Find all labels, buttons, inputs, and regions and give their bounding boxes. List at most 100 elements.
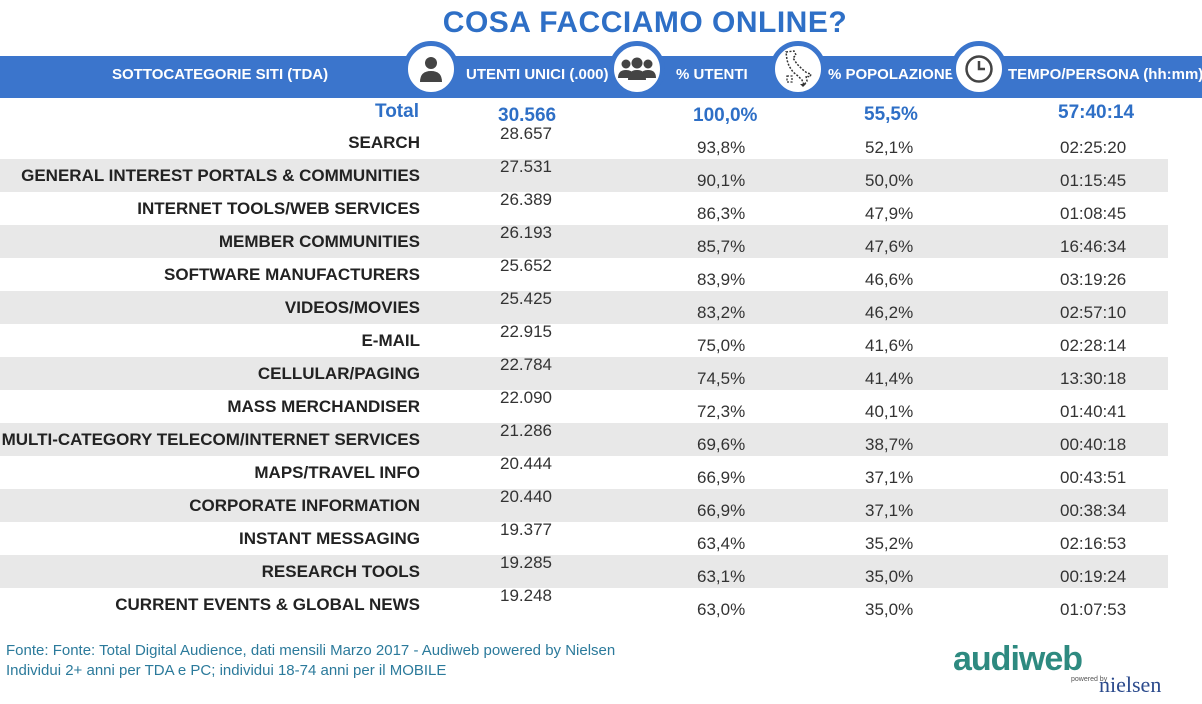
row-users: 28.657 — [500, 124, 552, 143]
row-category: INTERNET TOOLS/WEB SERVICES — [137, 199, 420, 218]
table-row: SEARCH 28.657 93,8% 52,1% 02:25:20 — [0, 124, 1202, 159]
row-category: MULTI-CATEGORY TELECOM/INTERNET SERVICES — [1, 430, 420, 449]
row-category: E-MAIL — [361, 331, 420, 350]
row-time: 01:08:45 — [1060, 204, 1127, 223]
row-shade — [0, 357, 1168, 390]
row-users: 20.440 — [500, 487, 552, 506]
row-users: 25.425 — [500, 289, 552, 308]
row-pct-population: 41,6% — [865, 336, 914, 355]
row-pct-population: 40,1% — [865, 402, 914, 421]
row-pct-population: 52,1% — [865, 138, 914, 157]
row-users: 19.377 — [500, 520, 552, 539]
table-row: CURRENT EVENTS & GLOBAL NEWS 19.248 63,0% 3… — [0, 586, 1202, 621]
row-category: SOFTWARE MANUFACTURERS — [164, 265, 420, 284]
row-time: 01:40:41 — [1060, 402, 1127, 421]
row-pct-users: 72,3% — [697, 402, 746, 421]
row-pct-population: 35,2% — [865, 534, 914, 553]
row-time: 00:19:24 — [1060, 567, 1127, 586]
table-row: RESEARCH TOOLS 19.285 63,1% 35,0% 00:19:24 — [0, 553, 1202, 588]
row-time: 01:07:53 — [1060, 600, 1127, 619]
row-shade — [0, 423, 1168, 456]
row-users: 22.090 — [500, 388, 552, 407]
total-pct-population: 55,5% — [864, 104, 918, 125]
row-pct-users: 93,8% — [697, 138, 746, 157]
total-label: Total — [375, 101, 419, 122]
row-pct-population: 47,6% — [865, 237, 914, 256]
row-users: 22.784 — [500, 355, 552, 374]
table-row: E-MAIL 22.915 75,0% 41,6% 02:28:14 — [0, 322, 1202, 357]
source-note: Fonte: Fonte: Total Digital Audience, da… — [6, 641, 615, 681]
group-icon — [609, 41, 665, 97]
row-users: 21.286 — [500, 421, 552, 440]
nielsen-wordmark: nielsen — [1099, 672, 1162, 697]
row-time: 03:19:26 — [1060, 270, 1127, 289]
total-users: 30.566 — [498, 105, 557, 126]
table-row: MASS MERCHANDISER 22.090 72,3% 40,1% 01:40:4… — [0, 388, 1202, 423]
table-row: VIDEOS/MOVIES 25.425 83,2% 46,2% 02:57:10 — [0, 289, 1202, 324]
row-pct-population: 35,0% — [865, 600, 914, 619]
row-time: 00:38:34 — [1060, 501, 1127, 520]
row-time: 13:30:18 — [1060, 369, 1127, 388]
row-users: 22.915 — [500, 322, 552, 341]
header-time-per-person: TEMPO/PERSONA (hh:mm) — [1008, 66, 1202, 83]
table-row: MAPS/TRAVEL INFO 20.444 66,9% 37,1% 00:43:51 — [0, 454, 1202, 489]
header-pct-population: % POPOLAZIONE — [828, 66, 955, 83]
powered-by-text: powered by — [1071, 676, 1108, 683]
row-category: CORPORATE INFORMATION — [189, 496, 420, 515]
row-users: 26.193 — [500, 223, 552, 242]
row-category: MEMBER COMMUNITIES — [218, 232, 420, 251]
total-row: Total 30.566 100,0% 55,5% 57:40:14 — [0, 99, 1202, 126]
row-time: 02:57:10 — [1060, 303, 1127, 322]
row-users: 19.248 — [500, 586, 552, 605]
row-pct-population: 38,7% — [865, 435, 914, 454]
row-category: CELLULAR/PAGING — [257, 364, 420, 383]
source-line-2: Individui 2+ anni per TDA e PC; individu… — [6, 662, 447, 679]
row-category: GENERAL INTEREST PORTALS & COMMUNITIES — [21, 166, 420, 185]
row-time: 00:40:18 — [1060, 435, 1127, 454]
row-pct-users: 63,0% — [697, 600, 746, 619]
row-shade — [0, 555, 1168, 588]
table-row: SOFTWARE MANUFACTURERS 25.652 83,9% 46,6% 03… — [0, 256, 1202, 291]
row-category: RESEARCH TOOLS — [261, 562, 420, 581]
row-category: CURRENT EVENTS & GLOBAL NEWS — [115, 595, 420, 614]
row-time: 00:43:51 — [1060, 468, 1127, 487]
row-users: 26.389 — [500, 190, 552, 209]
row-pct-population: 37,1% — [865, 501, 914, 520]
table-row: GENERAL INTEREST PORTALS & COMMUNITIES 27… — [0, 157, 1202, 192]
row-pct-users: 69,6% — [697, 435, 746, 454]
row-time: 01:15:45 — [1060, 171, 1127, 190]
header-pct-users: % UTENTI — [676, 66, 748, 83]
header-unique-users: UTENTI UNICI (.000) — [466, 66, 609, 83]
row-pct-users: 75,0% — [697, 336, 746, 355]
row-pct-users: 83,9% — [697, 270, 746, 289]
table-row: INTERNET TOOLS/WEB SERVICES 26.389 86,3% 47… — [0, 190, 1202, 225]
row-users: 27.531 — [500, 157, 552, 176]
row-pct-users: 90,1% — [697, 171, 746, 190]
header-category: SOTTOCATEGORIE SITI (TDA) — [112, 66, 329, 83]
row-pct-population: 41,4% — [865, 369, 914, 388]
row-pct-users: 63,4% — [697, 534, 746, 553]
row-category: SEARCH — [348, 133, 420, 152]
row-users: 20.444 — [500, 454, 552, 473]
row-time: 16:46:34 — [1060, 237, 1127, 256]
row-time: 02:16:53 — [1060, 534, 1127, 553]
table-row: MULTI-CATEGORY TELECOM/INTERNET SERVICES… — [0, 421, 1202, 456]
table-row: INSTANT MESSAGING 19.377 63,4% 35,2% 02:16:5… — [0, 520, 1202, 555]
row-category: MASS MERCHANDISER — [227, 397, 420, 416]
italy-map-icon — [770, 41, 826, 97]
clock-icon — [951, 41, 1007, 97]
total-pct-users: 100,0% — [693, 105, 758, 126]
row-pct-population: 46,6% — [865, 270, 914, 289]
row-pct-users: 63,1% — [697, 567, 746, 586]
row-shade — [0, 291, 1168, 324]
row-pct-users: 83,2% — [697, 303, 746, 322]
row-shade — [0, 159, 1168, 192]
table-row: CELLULAR/PAGING 22.784 74,5% 41,4% 13:30:18 — [0, 355, 1202, 390]
row-users: 25.652 — [500, 256, 552, 275]
row-pct-users: 66,9% — [697, 501, 746, 520]
audiweb-logo: audiweb powered by nielsen — [953, 640, 1193, 700]
row-pct-users: 86,3% — [697, 204, 746, 223]
source-line-1: Fonte: Fonte: Total Digital Audience, da… — [6, 642, 616, 659]
row-time: 02:25:20 — [1060, 138, 1127, 157]
row-category: MAPS/TRAVEL INFO — [254, 463, 420, 482]
